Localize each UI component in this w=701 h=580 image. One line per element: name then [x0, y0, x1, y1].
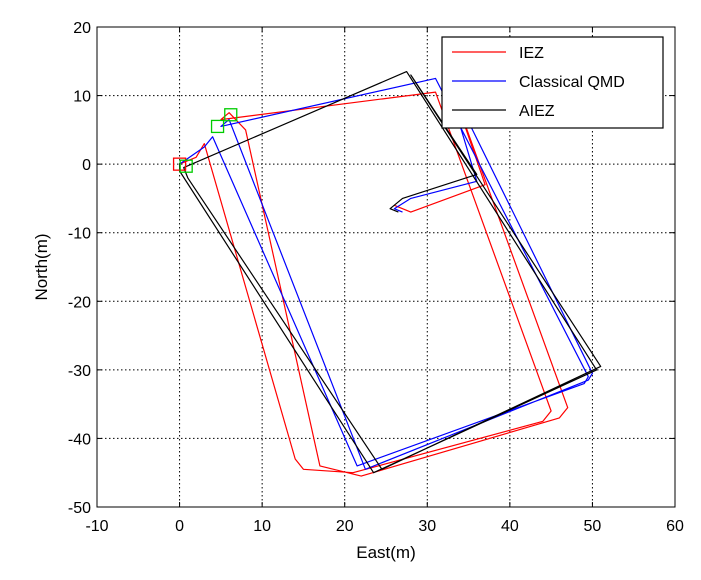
y-tick-label: -20 — [68, 294, 91, 311]
y-tick-label: -10 — [68, 226, 91, 243]
x-tick-label: 60 — [666, 518, 684, 535]
series-line-iez — [179, 88, 569, 477]
legend-label: AIEZ — [519, 103, 555, 120]
series-line-classical-qmd — [179, 70, 594, 470]
plot-frame — [96, 26, 676, 508]
x-tick-label: 30 — [418, 518, 436, 535]
x-tick-label: 0 — [175, 518, 184, 535]
y-tick-label: 0 — [82, 157, 91, 174]
marker-square — [224, 108, 238, 122]
x-tick-label: 10 — [253, 518, 271, 535]
x-axis-label: East(m) — [356, 543, 416, 562]
y-tick-label: -50 — [68, 500, 91, 517]
y-tick-label: -40 — [68, 431, 91, 448]
y-tick-label: -30 — [68, 363, 91, 380]
y-tick-label: 10 — [73, 89, 91, 106]
x-tick-label: 20 — [336, 518, 354, 535]
legend: IEZ Classical QMD AIEZ — [441, 36, 664, 129]
x-tick-label: 40 — [501, 518, 519, 535]
series-lines — [179, 70, 602, 477]
series-line-aiez — [179, 70, 602, 474]
legend-label: IEZ — [519, 45, 544, 62]
x-tick-label: 50 — [584, 518, 602, 535]
x-tick-label: -10 — [85, 518, 108, 535]
y-axis-label: North(m) — [32, 233, 51, 300]
marker-square — [179, 159, 193, 173]
y-tick-label: 20 — [73, 20, 91, 37]
markers — [172, 108, 238, 173]
tick-labels: -10 0 10 20 30 40 50 60 -50 -40 -30 -20 -10 0 10 20 — [68, 20, 684, 535]
legend-label: Classical QMD — [519, 74, 625, 91]
marker-square — [210, 119, 225, 134]
